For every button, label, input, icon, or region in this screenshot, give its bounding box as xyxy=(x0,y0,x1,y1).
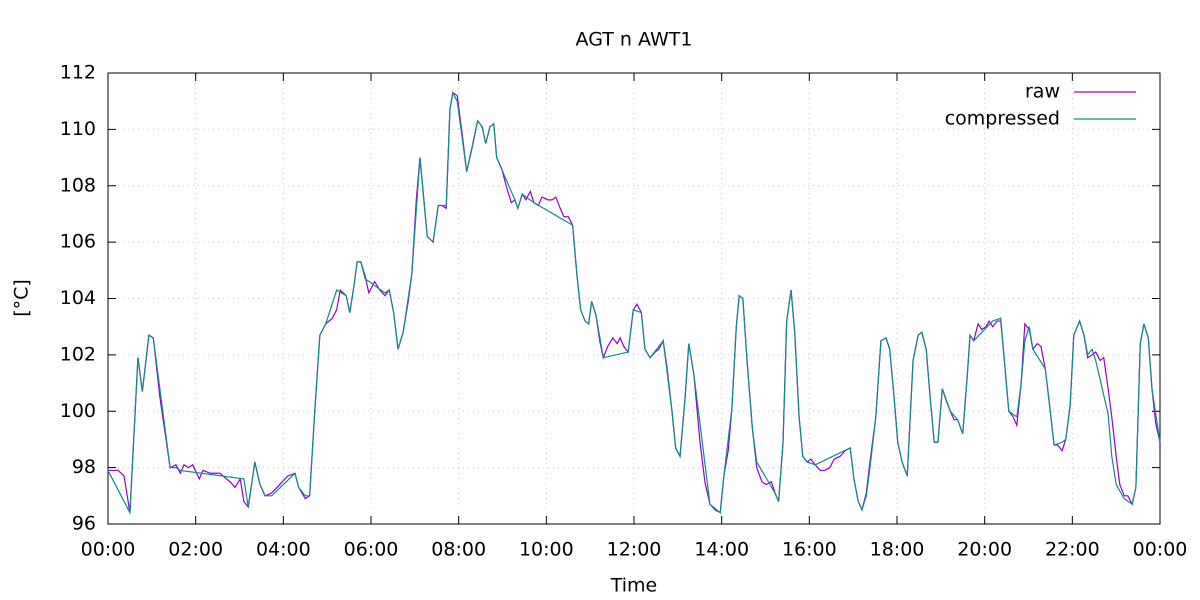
x-tick-label: 00:00 xyxy=(1133,539,1188,561)
x-tick-label: 00:00 xyxy=(81,539,136,561)
x-tick-label: 10:00 xyxy=(519,539,574,561)
data-line xyxy=(107,90,1161,515)
x-tick-label: 06:00 xyxy=(344,539,399,561)
y-axis-label: [°C] xyxy=(11,279,33,317)
y-tick-label: 96 xyxy=(72,513,96,535)
y-tick-label: 102 xyxy=(60,343,96,365)
x-tick-label: 14:00 xyxy=(694,539,749,561)
plot-border xyxy=(107,72,1161,525)
x-axis-label: Time xyxy=(610,575,658,597)
x-tick-label: 22:00 xyxy=(1045,539,1100,561)
x-tick-label: 18:00 xyxy=(870,539,925,561)
x-tick-label: 12:00 xyxy=(607,539,662,561)
y-tick-label: 98 xyxy=(72,456,96,478)
x-tick-label: 16:00 xyxy=(782,539,837,561)
x-tick-label: 08:00 xyxy=(431,539,486,561)
y-tick-label: 106 xyxy=(60,231,96,253)
legend-label: raw xyxy=(1025,81,1060,103)
x-tick-label: 04:00 xyxy=(256,539,311,561)
x-tick-label: 20:00 xyxy=(957,539,1012,561)
y-tick-label: 112 xyxy=(60,62,96,84)
y-tick-label: 110 xyxy=(60,118,96,140)
x-tick-label: 02:00 xyxy=(168,539,223,561)
y-tick-label: 104 xyxy=(60,287,96,309)
y-tick-label: 108 xyxy=(60,174,96,196)
y-tick-label: 100 xyxy=(60,400,96,422)
legend-label: compressed xyxy=(945,108,1060,130)
chart-title: AGT n AWT1 xyxy=(576,29,693,51)
